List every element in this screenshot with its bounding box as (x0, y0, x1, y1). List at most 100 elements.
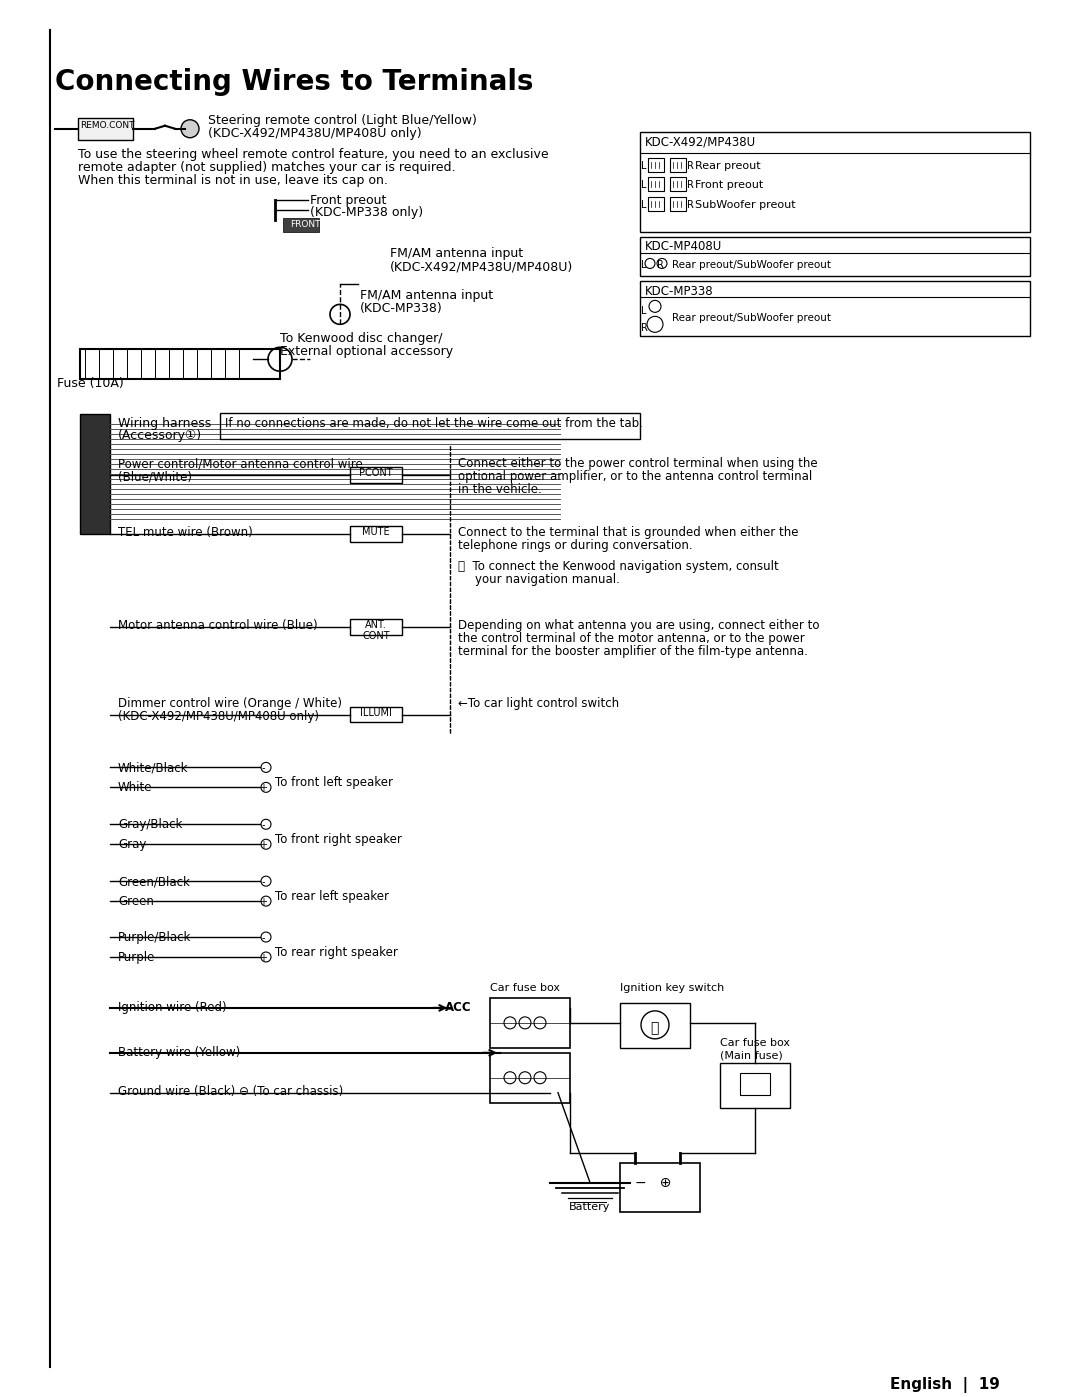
Text: Green: Green (118, 895, 153, 908)
Text: remote adapter (not supplied) matches your car is required.: remote adapter (not supplied) matches yo… (78, 161, 456, 173)
Text: If no connections are made, do not let the wire come out from the tab.: If no connections are made, do not let t… (225, 418, 643, 430)
Bar (670, 176, 686, 190)
Bar (648, 176, 664, 190)
Text: White: White (118, 781, 152, 795)
Bar (283, 218, 319, 232)
Text: FM/AM antenna input: FM/AM antenna input (360, 289, 494, 302)
Text: the control terminal of the motor antenna, or to the power: the control terminal of the motor antenn… (458, 631, 805, 644)
Text: terminal for the booster amplifier of the film-type antenna.: terminal for the booster amplifier of th… (458, 644, 808, 658)
Text: TEL mute wire (Brown): TEL mute wire (Brown) (118, 525, 253, 539)
Bar (78, 117, 133, 140)
Text: To use the steering wheel remote control feature, you need to an exclusive: To use the steering wheel remote control… (78, 148, 549, 161)
Text: −   ⊕: − ⊕ (635, 1175, 672, 1190)
Text: (Blue/White): (Blue/White) (118, 469, 192, 483)
Text: Front preout: Front preout (310, 194, 387, 207)
Bar (350, 467, 402, 483)
Bar (640, 281, 1030, 337)
Bar (80, 414, 110, 534)
Text: KDC-MP408U: KDC-MP408U (645, 240, 723, 253)
Text: KDC-X492/MP438U: KDC-X492/MP438U (645, 136, 756, 148)
Text: MUTE: MUTE (362, 527, 390, 536)
Text: (Accessory①): (Accessory①) (118, 429, 202, 441)
Text: -: - (261, 820, 265, 830)
Text: When this terminal is not in use, leave its cap on.: When this terminal is not in use, leave … (78, 173, 388, 187)
Text: Power control/Motor antenna control wire: Power control/Motor antenna control wire (118, 457, 363, 469)
Text: in the vehicle.: in the vehicle. (458, 483, 542, 496)
Text: Rear preout/SubWoofer preout: Rear preout/SubWoofer preout (672, 260, 831, 271)
Text: R: R (687, 161, 693, 170)
Text: +: + (259, 840, 267, 851)
Text: (KDC-X492/MP438U/MP408U): (KDC-X492/MP438U/MP408U) (390, 260, 573, 274)
Text: KDC-MP338: KDC-MP338 (645, 285, 714, 299)
Text: L: L (642, 180, 647, 190)
Text: (KDC-X492/MP438U/MP408U only): (KDC-X492/MP438U/MP408U only) (118, 710, 319, 722)
Text: Wiring harness: Wiring harness (118, 418, 212, 430)
Text: Rear preout: Rear preout (696, 161, 760, 170)
Text: Depending on what antenna you are using, connect either to: Depending on what antenna you are using,… (458, 619, 820, 631)
Bar (620, 1162, 700, 1213)
Text: Connect either to the power control terminal when using the: Connect either to the power control term… (458, 457, 818, 469)
Text: SubWoofer preout: SubWoofer preout (696, 200, 796, 210)
Text: Purple/Black: Purple/Black (118, 930, 191, 944)
Text: R: R (642, 323, 648, 334)
Circle shape (181, 120, 199, 138)
Text: +: + (259, 784, 267, 793)
Text: FRONT: FRONT (291, 219, 321, 229)
Text: To front right speaker: To front right speaker (275, 833, 402, 847)
Text: Car fuse box: Car fuse box (490, 983, 561, 993)
Text: +: + (259, 953, 267, 963)
Text: FM/AM antenna input: FM/AM antenna input (390, 247, 523, 260)
Bar (490, 997, 570, 1048)
Text: Connect to the terminal that is grounded when either the: Connect to the terminal that is grounded… (458, 525, 798, 539)
Bar (490, 1053, 570, 1102)
Text: (KDC-MP338): (KDC-MP338) (360, 302, 443, 316)
Text: Green/Black: Green/Black (118, 875, 190, 888)
Text: ←To car light control switch: ←To car light control switch (458, 697, 619, 710)
Text: REMO.CONT: REMO.CONT (80, 120, 135, 130)
Bar (740, 1073, 770, 1095)
Text: L: L (642, 260, 647, 271)
Text: Gray: Gray (118, 838, 147, 851)
Text: ILLUMI: ILLUMI (360, 707, 392, 718)
Bar (640, 236, 1030, 277)
Text: Car fuse box: Car fuse box (720, 1038, 789, 1048)
Text: Ground wire (Black) ⊖ (To car chassis): Ground wire (Black) ⊖ (To car chassis) (118, 1084, 343, 1098)
Text: ANT.
CONT: ANT. CONT (362, 620, 390, 641)
Bar (220, 414, 640, 439)
Bar (350, 619, 402, 634)
Bar (350, 707, 402, 722)
Text: Ignition key switch: Ignition key switch (620, 983, 725, 993)
Text: R: R (687, 200, 693, 210)
Text: Ignition wire (Red): Ignition wire (Red) (118, 1000, 227, 1014)
Text: Gray/Black: Gray/Black (118, 819, 183, 831)
Text: (Main fuse): (Main fuse) (720, 1051, 783, 1060)
Text: (KDC-MP338 only): (KDC-MP338 only) (310, 205, 423, 218)
Text: English  |  19: English | 19 (890, 1377, 1000, 1393)
Bar (80, 349, 280, 379)
Text: L: L (642, 200, 647, 210)
Text: To Kenwood disc changer/: To Kenwood disc changer/ (280, 332, 443, 345)
Text: R: R (657, 260, 664, 271)
Text: (KDC-X492/MP438U/MP408U only): (KDC-X492/MP438U/MP408U only) (208, 127, 421, 140)
Text: Connecting Wires to Terminals: Connecting Wires to Terminals (55, 68, 534, 96)
Text: Battery wire (Yellow): Battery wire (Yellow) (118, 1046, 240, 1059)
Text: Purple: Purple (118, 951, 156, 964)
Text: Motor antenna control wire (Blue): Motor antenna control wire (Blue) (118, 619, 318, 631)
Text: ⚿: ⚿ (650, 1021, 659, 1035)
Text: -: - (261, 877, 265, 887)
Text: L: L (642, 306, 647, 316)
Text: External optional accessory: External optional accessory (280, 345, 454, 358)
Text: -: - (261, 933, 265, 943)
Text: your navigation manual.: your navigation manual. (475, 573, 620, 585)
Bar (670, 158, 686, 172)
Text: PCONT: PCONT (360, 468, 393, 478)
Text: -: - (261, 763, 265, 774)
Text: telephone rings or during conversation.: telephone rings or during conversation. (458, 539, 692, 552)
Bar (648, 158, 664, 172)
Text: Battery: Battery (569, 1203, 610, 1213)
Bar (640, 131, 1030, 232)
Bar (670, 197, 686, 211)
Text: Dimmer control wire (Orange / White): Dimmer control wire (Orange / White) (118, 697, 342, 710)
Text: White/Black: White/Black (118, 761, 189, 774)
Text: Front preout: Front preout (696, 180, 764, 190)
